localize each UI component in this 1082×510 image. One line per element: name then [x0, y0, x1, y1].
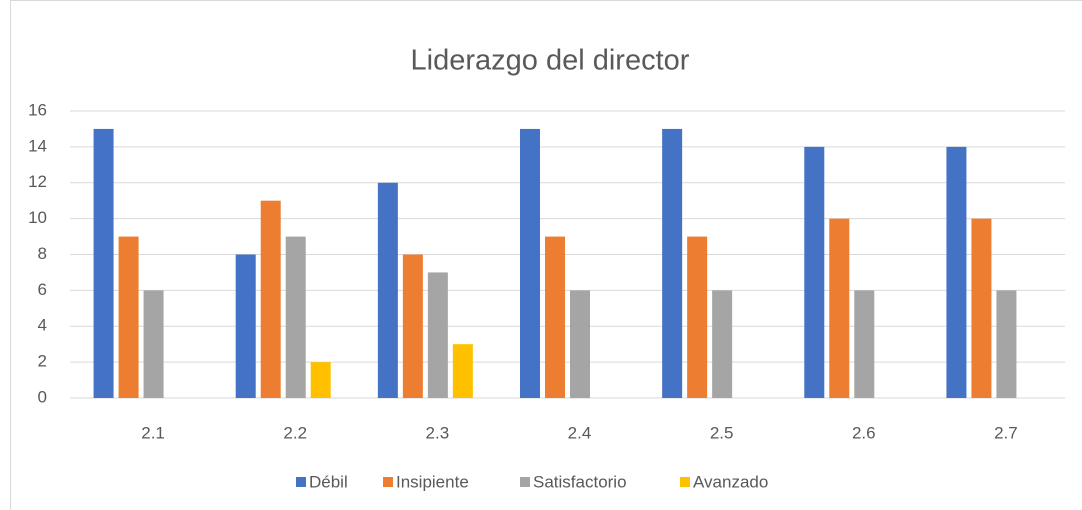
bar	[946, 146, 967, 398]
bar	[829, 218, 850, 398]
y-tick-label: 4	[38, 316, 47, 335]
y-tick-label: 8	[38, 244, 47, 263]
x-tick-label: 2.1	[141, 423, 165, 442]
x-tick-label: 2.6	[852, 423, 876, 442]
bar	[143, 290, 164, 398]
bar	[260, 200, 281, 398]
bar	[452, 344, 473, 398]
x-tick-label: 2.7	[994, 423, 1018, 442]
bar	[804, 146, 825, 398]
legend-label: Insipiente	[396, 472, 469, 491]
bar	[687, 236, 708, 398]
bar	[427, 272, 448, 398]
bar	[93, 128, 114, 398]
bar	[545, 236, 565, 398]
bar	[854, 290, 875, 398]
legend-label: Débil	[309, 472, 348, 491]
chart-title: Liderazgo del director	[411, 45, 690, 77]
bar	[996, 290, 1017, 398]
y-tick-label: 12	[28, 172, 47, 191]
legend-swatch	[383, 477, 393, 487]
legend-swatch	[520, 477, 530, 487]
legend-swatch	[296, 477, 306, 487]
bar	[570, 290, 590, 398]
y-tick-label: 6	[38, 280, 47, 299]
y-tick-label: 0	[38, 387, 47, 406]
x-tick-label: 2.4	[568, 423, 592, 442]
x-tick-label: 2.5	[710, 423, 734, 442]
legend-label: Satisfactorio	[533, 472, 627, 491]
y-tick-label: 10	[28, 208, 47, 227]
legend-label: Avanzado	[693, 472, 768, 491]
legend-swatch	[680, 477, 690, 487]
x-tick-label: 2.3	[426, 423, 450, 442]
bar	[235, 254, 256, 398]
y-tick-label: 2	[38, 352, 47, 371]
y-tick-label: 14	[28, 136, 47, 155]
bar	[310, 362, 331, 398]
bar	[971, 218, 992, 398]
bar	[118, 236, 139, 398]
bar	[712, 290, 733, 398]
bar	[377, 182, 398, 398]
bar	[662, 128, 683, 398]
bar	[285, 236, 306, 398]
bar	[402, 254, 423, 398]
bar	[520, 128, 540, 398]
x-tick-label: 2.2	[283, 423, 307, 442]
y-tick-label: 16	[28, 100, 47, 119]
